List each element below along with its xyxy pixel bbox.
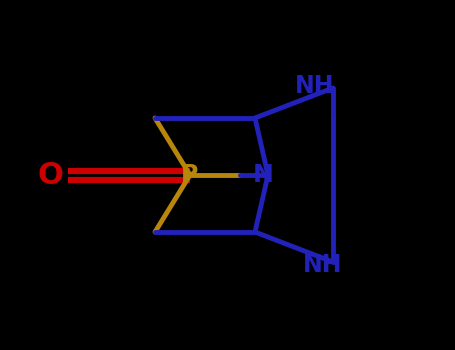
Text: P: P: [181, 163, 199, 187]
Text: NH: NH: [295, 74, 335, 98]
Text: NH: NH: [303, 253, 343, 277]
Text: O: O: [37, 161, 63, 189]
Text: N: N: [253, 163, 273, 187]
